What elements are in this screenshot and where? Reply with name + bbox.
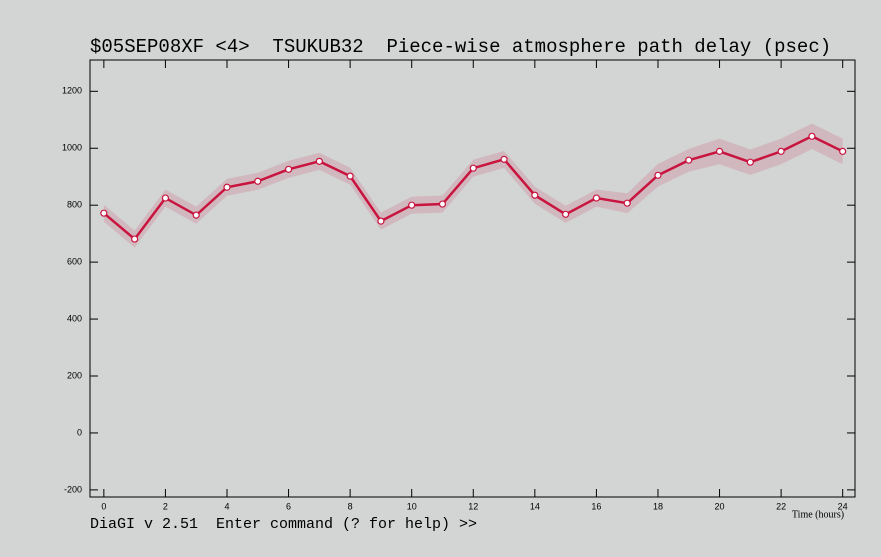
data-point [500,155,508,163]
x-tick-label: 4 [224,501,229,511]
data-point [377,217,385,225]
data-point [715,147,724,155]
data-point [592,194,601,202]
data-point [100,209,108,217]
chart-title: $05SEP08XF <4> TSUKUB32 Piece-wise atmos… [90,36,831,58]
data-point [685,156,693,164]
data-point [254,177,262,185]
data-point [284,165,293,173]
x-tick-label: 20 [715,501,725,511]
y-tick-label: -200 [64,484,82,494]
status-line: DiaGI v 2.51 Enter command (? for help) … [90,516,477,533]
x-tick-label: 6 [286,501,291,511]
data-point [469,164,477,172]
y-tick-label: 0 [77,427,82,437]
data-point [562,210,570,218]
data-point [654,171,662,179]
data-point [346,172,354,180]
y-tick-label: 800 [67,200,82,210]
plot-frame [89,59,856,498]
error-band [103,123,843,248]
data-point [192,211,200,219]
data-point [839,147,847,155]
data-point [131,235,139,243]
data-point [223,183,231,191]
x-tick-label: 8 [348,501,353,511]
data-point [746,158,754,166]
data-point [531,191,539,199]
data-point [777,147,785,155]
data-point [408,201,416,209]
x-tick-label: 16 [591,501,601,511]
y-tick-label: 600 [67,257,82,267]
x-tick-label: 22 [776,501,786,511]
x-tick-label: 2 [163,501,168,511]
y-tick-label: 400 [67,313,82,323]
x-tick-label: 18 [653,501,663,511]
x-tick-label: 10 [407,501,417,511]
y-tick-label: 1000 [62,143,82,153]
y-tick-label: 1200 [62,86,82,96]
x-tick-label: 12 [468,501,478,511]
x-tick-label: 24 [838,501,848,511]
data-point [315,157,323,165]
data-point [808,132,816,140]
data-point [161,194,170,202]
data-point [438,200,447,208]
data-point [623,199,631,207]
x-axis-label: Time (hours) [792,509,844,520]
y-tick-label: 200 [67,370,82,380]
x-tick-label: 14 [530,501,540,511]
x-tick-label: 0 [101,501,106,511]
